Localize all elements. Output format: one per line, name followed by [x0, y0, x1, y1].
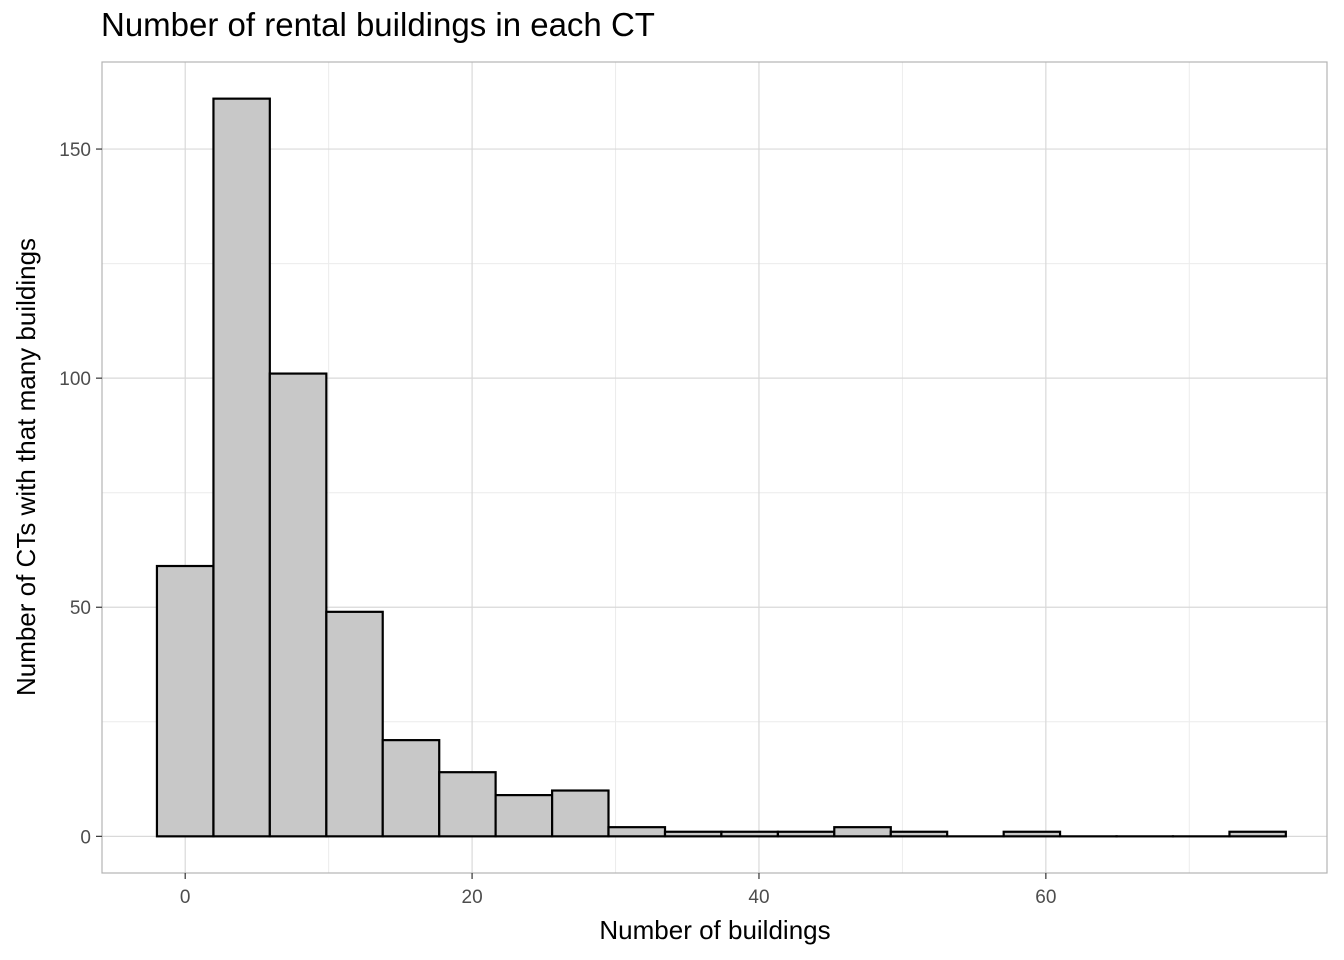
histogram-bar: [720, 830, 780, 838]
histogram-bar: [438, 771, 497, 838]
histogram-bars: [155, 97, 1287, 838]
x-axis-ticks: 0 20 40 60: [180, 873, 1056, 908]
histogram-bar: [1228, 830, 1287, 838]
histogram-bar: [607, 826, 667, 838]
histogram-bar: [889, 830, 949, 838]
x-tick-label: 20: [462, 887, 483, 908]
histogram-bar: [381, 739, 441, 838]
histogram-bar: [551, 789, 610, 838]
histogram-bar: [155, 564, 215, 838]
y-tick-label: 0: [80, 827, 91, 848]
histogram-bar: [776, 830, 836, 838]
y-tick-label: 100: [59, 369, 91, 390]
x-tick-label: 0: [180, 887, 191, 908]
y-tick-label: 50: [70, 598, 91, 619]
panel-border: [101, 61, 1328, 874]
chart-title: Number of rental buildings in each CT: [101, 6, 655, 43]
x-axis-title: Number of buildings: [599, 915, 830, 945]
x-tick-label: 40: [748, 887, 769, 908]
minor-gridlines: [102, 62, 1327, 873]
y-tick-label: 150: [59, 140, 91, 161]
histogram-bar: [325, 610, 384, 838]
y-axis-title: Number of CTs with that many buildings: [11, 238, 41, 696]
y-axis-ticks: 0 50 100 150: [59, 140, 102, 848]
x-tick-label: 60: [1035, 887, 1056, 908]
histogram-bar: [663, 830, 723, 838]
histogram-bar: [268, 372, 328, 838]
histogram-bar: [212, 97, 271, 838]
histogram-bar: [833, 826, 892, 838]
histogram-bar: [1002, 830, 1062, 838]
histogram-bar: [494, 794, 554, 838]
